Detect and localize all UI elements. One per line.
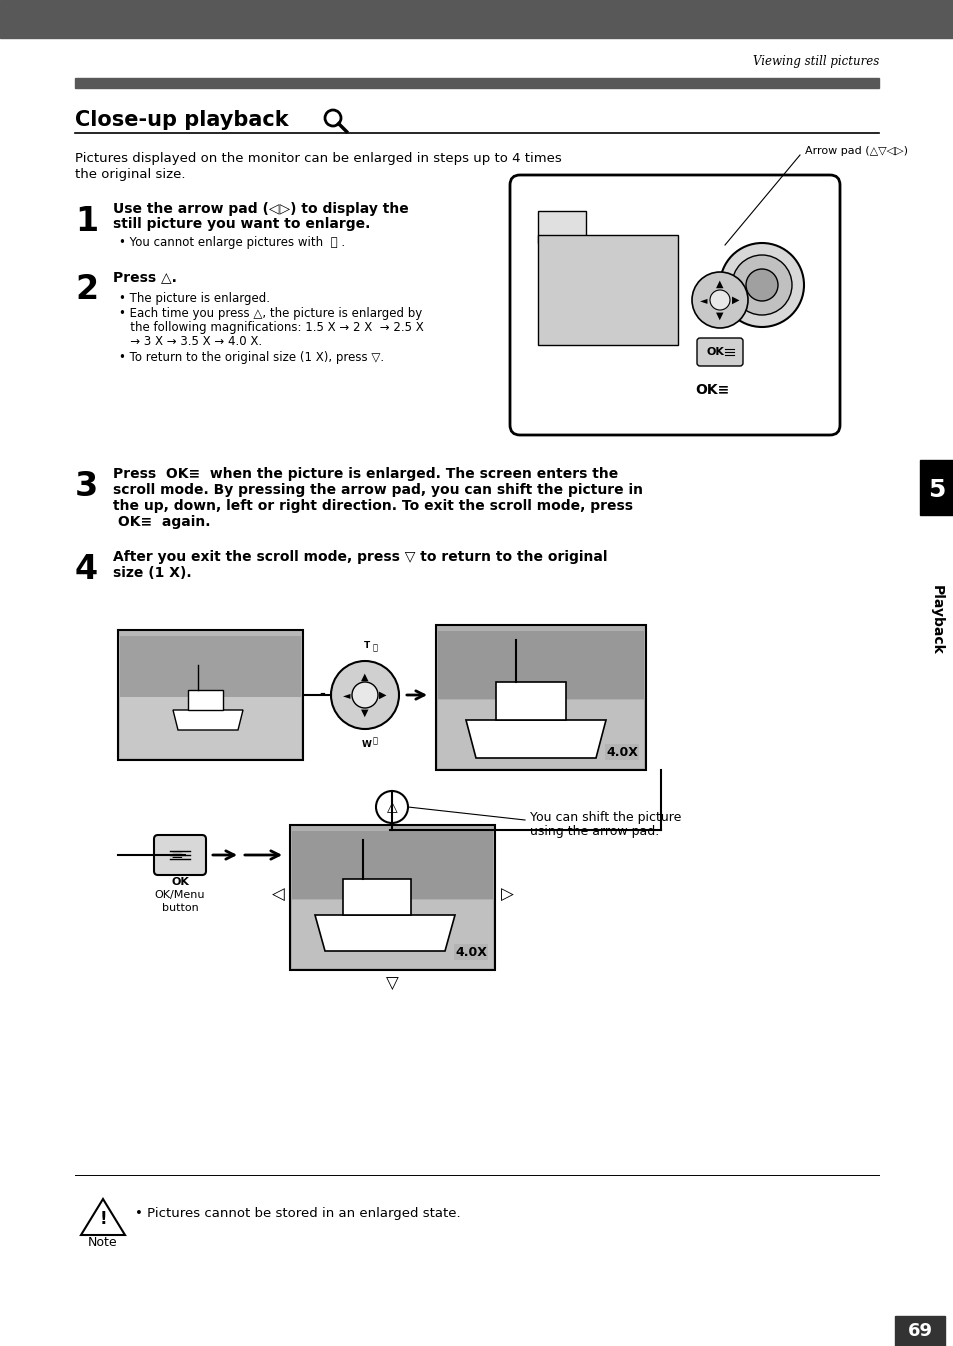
Text: • Pictures cannot be stored in an enlarged state.: • Pictures cannot be stored in an enlarg… bbox=[135, 1206, 460, 1219]
Text: ◁: ◁ bbox=[272, 886, 284, 905]
Text: OK≡: OK≡ bbox=[695, 384, 728, 397]
Text: ◄: ◄ bbox=[700, 295, 707, 306]
Text: OK: OK bbox=[171, 878, 189, 887]
Text: ▲: ▲ bbox=[361, 672, 369, 682]
Text: 69: 69 bbox=[906, 1322, 931, 1341]
Text: ▶: ▶ bbox=[732, 295, 739, 306]
Circle shape bbox=[745, 269, 778, 302]
FancyBboxPatch shape bbox=[510, 175, 840, 435]
Text: Press △.: Press △. bbox=[112, 271, 176, 284]
Text: You can shift the picture: You can shift the picture bbox=[530, 810, 680, 824]
Text: ▷: ▷ bbox=[500, 886, 513, 905]
Text: !: ! bbox=[99, 1210, 107, 1228]
Text: 4: 4 bbox=[75, 553, 98, 586]
Text: Note: Note bbox=[88, 1237, 117, 1249]
Text: After you exit the scroll mode, press ▽ to return to the original: After you exit the scroll mode, press ▽ … bbox=[112, 551, 607, 564]
Circle shape bbox=[352, 682, 377, 708]
Text: Arrow pad (△▽◁▷): Arrow pad (△▽◁▷) bbox=[804, 145, 907, 156]
Text: 3: 3 bbox=[75, 470, 98, 503]
Bar bbox=[894, 1316, 944, 1346]
Text: • You cannot enlarge pictures with  👥 .: • You cannot enlarge pictures with 👥 . bbox=[119, 236, 345, 249]
Text: using the arrow pad.: using the arrow pad. bbox=[530, 825, 659, 839]
Text: Viewing still pictures: Viewing still pictures bbox=[752, 55, 878, 69]
Text: OK≡  again.: OK≡ again. bbox=[112, 516, 211, 529]
Text: still picture you want to enlarge.: still picture you want to enlarge. bbox=[112, 217, 370, 232]
Bar bbox=[496, 682, 565, 720]
Text: ⌕: ⌕ bbox=[372, 736, 377, 744]
Bar bbox=[537, 236, 678, 345]
Text: → 3 X → 3.5 X → 4.0 X.: → 3 X → 3.5 X → 4.0 X. bbox=[119, 335, 262, 349]
Text: 2: 2 bbox=[75, 273, 98, 306]
FancyBboxPatch shape bbox=[697, 338, 742, 366]
Bar bbox=[437, 700, 643, 769]
Bar bbox=[437, 631, 643, 699]
Bar bbox=[120, 637, 301, 697]
Text: the up, down, left or right direction. To exit the scroll mode, press: the up, down, left or right direction. T… bbox=[112, 499, 633, 513]
Circle shape bbox=[709, 289, 729, 310]
Bar bbox=[0, 0, 953, 38]
Text: 1: 1 bbox=[75, 205, 98, 238]
Circle shape bbox=[691, 272, 747, 328]
Text: △: △ bbox=[386, 800, 396, 814]
Text: 5: 5 bbox=[927, 478, 944, 502]
Bar bbox=[292, 830, 493, 899]
Circle shape bbox=[720, 244, 803, 327]
Text: W: W bbox=[362, 740, 372, 748]
Text: Use the arrow pad (◁▷) to display the: Use the arrow pad (◁▷) to display the bbox=[112, 202, 408, 215]
Text: Playback: Playback bbox=[929, 586, 943, 656]
Text: Pictures displayed on the monitor can be enlarged in steps up to 4 times: Pictures displayed on the monitor can be… bbox=[75, 152, 561, 166]
Bar bbox=[436, 625, 645, 770]
Text: 4.0X: 4.0X bbox=[455, 945, 486, 958]
Text: ▽: ▽ bbox=[385, 975, 398, 993]
Text: size (1 X).: size (1 X). bbox=[112, 567, 192, 580]
Text: ⌕: ⌕ bbox=[372, 643, 377, 651]
Text: ▼: ▼ bbox=[361, 708, 369, 717]
Circle shape bbox=[731, 254, 791, 315]
Text: the following magnifications: 1.5 X → 2 X  → 2.5 X: the following magnifications: 1.5 X → 2 … bbox=[119, 320, 423, 334]
Circle shape bbox=[331, 661, 398, 730]
Text: • The picture is enlarged.: • The picture is enlarged. bbox=[119, 292, 270, 306]
Text: Press  OK≡  when the picture is enlarged. The screen enters the: Press OK≡ when the picture is enlarged. … bbox=[112, 467, 618, 481]
FancyBboxPatch shape bbox=[153, 835, 206, 875]
Bar bbox=[292, 900, 493, 968]
Polygon shape bbox=[172, 709, 243, 730]
Bar bbox=[75, 78, 878, 87]
Text: ▶: ▶ bbox=[379, 690, 386, 700]
Text: -: - bbox=[318, 684, 325, 703]
Text: scroll mode. By pressing the arrow pad, you can shift the picture in: scroll mode. By pressing the arrow pad, … bbox=[112, 483, 642, 497]
Bar bbox=[919, 460, 953, 516]
Text: the original size.: the original size. bbox=[75, 168, 185, 180]
Text: Close-up playback: Close-up playback bbox=[75, 110, 289, 131]
Text: ◄: ◄ bbox=[343, 690, 351, 700]
Text: ▼: ▼ bbox=[716, 311, 723, 320]
Bar bbox=[120, 697, 301, 758]
Text: 4.0X: 4.0X bbox=[605, 746, 638, 759]
Text: • To return to the original size (1 X), press ▽.: • To return to the original size (1 X), … bbox=[119, 351, 384, 363]
Text: • Each time you press △, the picture is enlarged by: • Each time you press △, the picture is … bbox=[119, 307, 422, 320]
Text: ▲: ▲ bbox=[716, 279, 723, 289]
Text: T: T bbox=[363, 641, 370, 650]
Text: OK: OK bbox=[705, 347, 723, 357]
Text: ≡: ≡ bbox=[171, 848, 183, 863]
Bar bbox=[537, 211, 585, 244]
Bar bbox=[343, 879, 411, 915]
Bar bbox=[118, 630, 303, 760]
Text: OK/Menu: OK/Menu bbox=[154, 890, 205, 900]
Polygon shape bbox=[314, 915, 455, 952]
Polygon shape bbox=[465, 720, 605, 758]
Bar bbox=[290, 825, 495, 970]
Text: button: button bbox=[161, 903, 198, 913]
Bar bbox=[188, 690, 223, 709]
